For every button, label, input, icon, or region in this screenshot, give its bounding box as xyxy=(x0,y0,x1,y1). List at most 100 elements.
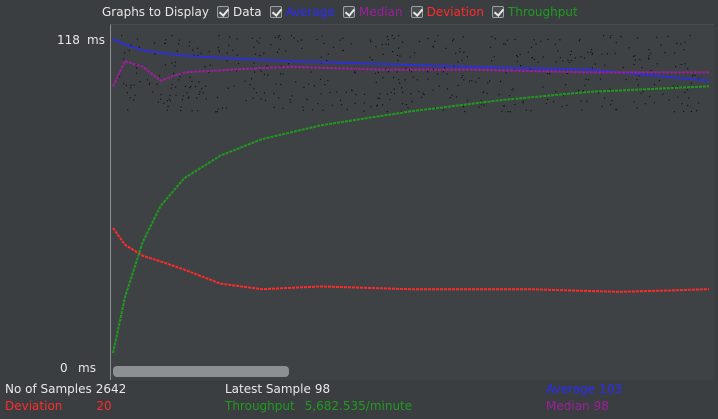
data-sample-point xyxy=(363,102,365,104)
data-sample-point xyxy=(187,97,189,99)
data-sample-point xyxy=(514,69,516,71)
data-sample-point xyxy=(462,74,464,76)
data-sample-point xyxy=(263,52,265,54)
data-sample-point xyxy=(152,91,154,93)
data-sample-point xyxy=(516,60,518,63)
data-sample-point xyxy=(537,61,539,63)
data-sample-point xyxy=(280,83,282,85)
data-sample-point xyxy=(457,84,459,86)
data-sample-point xyxy=(173,72,175,74)
data-sample-point xyxy=(157,101,159,103)
stat-throughput: Throughput 5,682.535/minute xyxy=(225,399,412,413)
legend-item-average[interactable]: Average xyxy=(269,5,335,19)
data-sample-point xyxy=(216,111,218,113)
data-sample-point xyxy=(491,60,493,62)
data-sample-point xyxy=(148,83,150,86)
data-sample-point xyxy=(418,40,421,42)
data-sample-point xyxy=(387,43,390,46)
data-sample-point xyxy=(402,91,404,93)
checkbox-checked-icon[interactable] xyxy=(342,6,355,18)
checkbox-checked-icon[interactable] xyxy=(269,6,282,18)
data-sample-point xyxy=(688,97,690,99)
data-sample-point xyxy=(302,109,305,111)
stat-average-label: Average xyxy=(546,382,596,396)
data-sample-point xyxy=(637,37,639,39)
data-sample-point xyxy=(648,58,650,60)
data-sample-point xyxy=(264,99,266,101)
data-sample-point xyxy=(690,82,692,84)
data-sample-point xyxy=(446,88,449,90)
data-sample-point xyxy=(563,95,565,97)
data-sample-point xyxy=(390,91,392,93)
stat-throughput-value: 5,682.535/minute xyxy=(304,399,413,413)
data-sample-point xyxy=(189,41,191,43)
data-sample-point xyxy=(432,89,434,91)
checkbox-checked-icon[interactable] xyxy=(491,6,504,18)
data-sample-point xyxy=(133,84,135,86)
data-sample-point xyxy=(393,92,396,95)
horizontal-scrollbar-thumb[interactable] xyxy=(113,366,289,377)
legend-item-data[interactable]: Data xyxy=(216,5,262,19)
data-sample-point xyxy=(178,79,180,81)
data-sample-point xyxy=(342,49,345,51)
data-sample-point xyxy=(598,92,600,94)
data-sample-point xyxy=(566,104,568,106)
data-sample-point xyxy=(545,102,547,104)
data-sample-point xyxy=(517,56,519,58)
data-sample-point xyxy=(123,83,125,85)
data-sample-point xyxy=(355,93,357,96)
legend-item-deviation[interactable]: Deviation xyxy=(410,5,484,19)
series-line-average xyxy=(112,38,710,82)
data-sample-point xyxy=(263,73,265,75)
data-sample-point xyxy=(694,74,696,76)
data-sample-point xyxy=(437,35,439,37)
legend-item-median[interactable]: Median xyxy=(342,5,403,19)
data-sample-point xyxy=(434,40,436,42)
data-sample-point xyxy=(580,100,582,102)
data-sample-point xyxy=(377,97,379,99)
data-sample-point xyxy=(542,86,544,88)
data-sample-point xyxy=(197,47,199,49)
data-sample-point xyxy=(533,39,535,41)
data-sample-point xyxy=(166,109,168,111)
data-sample-point xyxy=(410,93,412,95)
data-sample-point xyxy=(522,102,524,104)
data-sample-point xyxy=(218,49,220,51)
legend-item-throughput[interactable]: Throughput xyxy=(491,5,578,19)
data-sample-point xyxy=(225,107,227,109)
series-line-median xyxy=(112,59,709,87)
data-sample-point xyxy=(320,78,322,80)
data-sample-point xyxy=(169,100,171,102)
data-sample-point xyxy=(601,105,603,108)
data-sample-point xyxy=(321,35,323,37)
series-line-throughput xyxy=(112,85,710,354)
data-sample-point xyxy=(166,100,168,102)
data-sample-point xyxy=(160,94,162,96)
legend-item-label: Deviation xyxy=(426,5,484,19)
data-sample-point xyxy=(363,110,365,112)
data-sample-point xyxy=(236,38,238,40)
data-sample-point xyxy=(622,66,624,69)
data-sample-point xyxy=(259,55,261,57)
data-sample-point xyxy=(687,104,689,106)
data-sample-point xyxy=(534,58,536,60)
checkbox-checked-icon[interactable] xyxy=(216,6,229,18)
data-sample-point xyxy=(164,42,166,45)
data-sample-point xyxy=(574,57,576,59)
data-sample-point xyxy=(547,98,549,100)
stat-deviation: Deviation 20 xyxy=(5,399,112,413)
data-sample-point xyxy=(392,51,394,53)
data-sample-point xyxy=(160,98,162,100)
y-axis-min-label: 0 xyxy=(60,361,68,375)
checkbox-checked-icon[interactable] xyxy=(410,6,423,18)
data-sample-point xyxy=(133,99,135,101)
data-sample-point xyxy=(302,106,304,108)
data-sample-point xyxy=(686,89,689,91)
data-sample-point xyxy=(336,91,338,93)
data-sample-point xyxy=(466,100,469,102)
data-sample-point xyxy=(199,91,201,93)
data-sample-point xyxy=(480,100,482,102)
data-sample-point xyxy=(462,36,464,38)
data-sample-point xyxy=(221,107,224,109)
data-sample-point xyxy=(260,70,262,72)
